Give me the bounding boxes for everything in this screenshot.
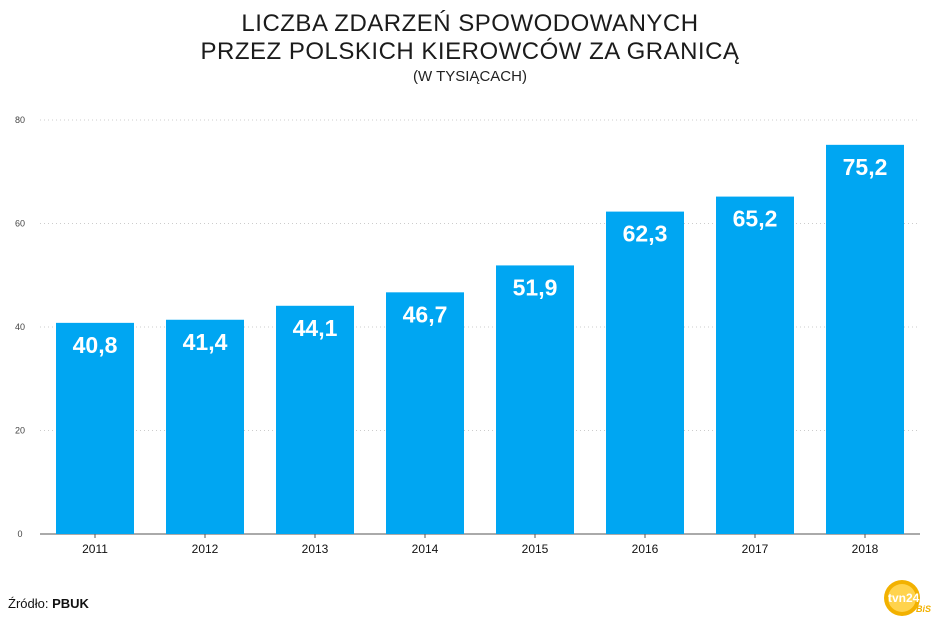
y-tick-label: 0 [17,529,22,539]
y-tick-label: 80 [15,115,25,125]
bar-value-label: 62,3 [623,221,668,247]
bar-value-label: 46,7 [403,301,448,327]
bar [716,196,794,534]
bar [166,319,244,534]
bar-value-label: 44,1 [293,315,338,341]
y-tick-label: 60 [15,219,25,229]
bar [826,144,904,534]
bar-value-label: 40,8 [73,332,118,358]
chart-subtitle: (W TYSIĄCACH) [413,68,527,85]
x-tick-label: 2013 [302,542,329,556]
bar-value-label: 75,2 [843,154,888,180]
source-value: PBUK [52,596,89,611]
source-note: Źródło: PBUK [8,596,89,611]
bar-value-label: 41,4 [183,329,228,355]
bar [386,292,464,534]
x-tick-label: 2012 [192,542,219,556]
y-tick-label: 40 [15,322,25,332]
tvn24-bis-logo: tvn24 BiS [884,580,931,616]
logo-inner-disc-icon [888,584,916,612]
source-label: Źródło: [8,596,49,611]
chart-title-line-2: PRZEZ POLSKICH KIEROWCÓW ZA GRANICĄ [200,38,740,65]
y-tick-label: 20 [15,426,25,436]
logo-text: tvn24 [888,591,920,605]
x-tick-label: 2018 [852,542,879,556]
x-tick-label: 2014 [412,542,439,556]
bar [56,322,134,534]
x-tick-label: 2017 [742,542,769,556]
x-tick-label: 2015 [522,542,549,556]
bar [276,305,354,534]
x-tick-label: 2011 [82,542,108,556]
logo-sub-text: BiS [916,604,931,614]
chart-title-block: LICZBA ZDARZEŃ SPOWODOWANYCH PRZEZ POLSK… [0,10,940,87]
bar [496,265,574,534]
bar [606,211,684,534]
bar-value-label: 65,2 [733,206,778,232]
chart-title-line-1: LICZBA ZDARZEŃ SPOWODOWANYCH [241,10,699,37]
bar-value-label: 51,9 [513,274,558,300]
x-tick-label: 2016 [632,542,659,556]
